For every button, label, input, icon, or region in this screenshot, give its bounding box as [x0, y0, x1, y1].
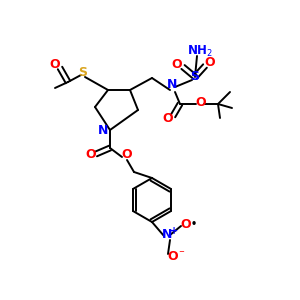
- Text: O: O: [163, 112, 173, 124]
- Text: O: O: [196, 95, 206, 109]
- Text: S: S: [190, 70, 200, 83]
- Text: NH$_2$: NH$_2$: [187, 44, 213, 59]
- Text: O: O: [122, 148, 132, 160]
- Text: +: +: [170, 226, 178, 236]
- Text: O: O: [181, 218, 191, 230]
- Text: S: S: [79, 65, 88, 79]
- Text: •: •: [191, 219, 197, 229]
- Text: O: O: [50, 58, 60, 71]
- Text: N: N: [162, 229, 172, 242]
- Text: ⁻: ⁻: [178, 249, 184, 259]
- Text: N: N: [98, 124, 108, 136]
- Text: N: N: [167, 77, 177, 91]
- Text: O: O: [86, 148, 96, 161]
- Text: O: O: [205, 56, 215, 70]
- Text: O: O: [172, 58, 182, 70]
- Text: O: O: [168, 250, 178, 262]
